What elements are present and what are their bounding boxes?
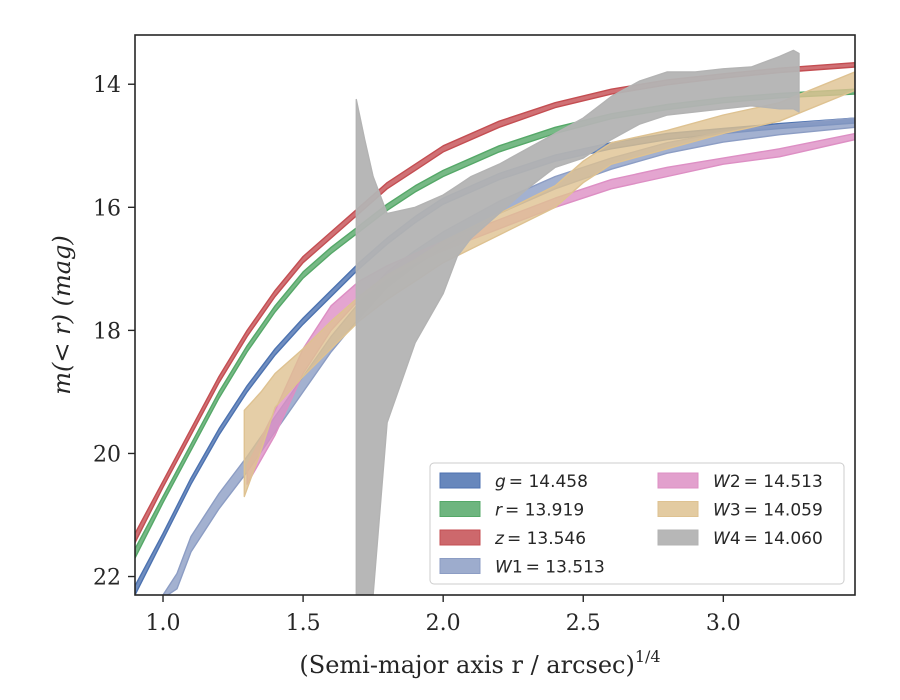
x-axis-ticks: 1.0 1.5 2.0 2.5 3.0 [146,595,741,636]
x-tick-label-1: 1.0 [146,611,181,636]
series-band-3 [135,62,855,544]
y-axis-ticks: 14 16 18 20 22 [93,73,135,591]
legend-swatch-2 [439,501,481,517]
legend-label-1: g = 14.458 [495,472,588,492]
legend-label-5: W2 = 14.513 [713,472,823,492]
legend-swatch-1 [439,472,481,489]
legend: g = 14.458 r = 13.919 z = 13.546 W1 = 13.513 W2 =… [429,462,845,585]
y-tick-label-1: 14 [93,73,121,98]
series-band-1 [135,117,855,595]
y-tick-label-5: 22 [93,566,121,591]
y-tick-label-3: 18 [93,319,121,344]
legend-box [429,462,845,585]
legend-label-2: r = 13.919 [495,501,584,521]
x-tick-label-4: 2.5 [566,611,601,636]
y-tick-label-2: 16 [93,196,121,221]
x-tick-label-2: 1.5 [286,611,321,636]
x-axis-label: (Semi-major axis r / arcsec)1/4 [299,647,660,679]
legend-swatch-6 [657,501,699,517]
y-axis-label: m(< r) (mag) [48,235,76,394]
x-tick-label-5: 3.0 [706,611,741,636]
legend-label-3: z = 13.546 [494,529,586,549]
series-band-7 [355,49,800,595]
legend-swatch-3 [439,529,481,546]
x-tick-label-3: 2.0 [426,611,461,636]
legend-swatch-5 [657,472,699,489]
legend-label-6: W3 = 14.059 [713,501,823,521]
y-tick-label-4: 20 [93,442,121,467]
plot-frame [134,34,856,596]
x-axis-label-superscript: 1/4 [635,647,661,666]
series-bands [135,49,855,595]
x-axis-label-main: (Semi-major axis r / arcsec) [299,651,634,679]
legend-label-4: W1 = 13.513 [495,558,605,578]
legend-swatch-4 [439,558,481,574]
legend-swatch-7 [657,529,699,546]
series-band-2 [135,88,855,559]
legend-label-7: W4 = 14.060 [713,529,823,549]
